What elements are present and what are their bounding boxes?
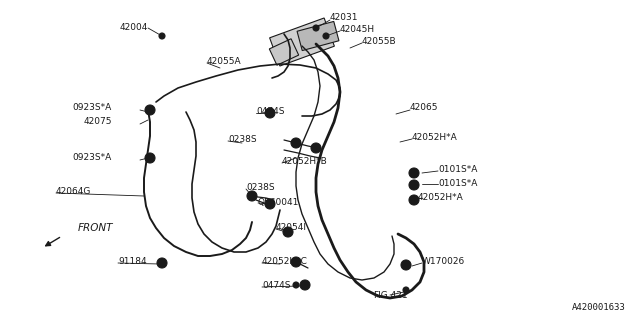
Text: Q560041: Q560041 bbox=[258, 197, 300, 206]
Text: A420001633: A420001633 bbox=[572, 303, 626, 313]
Text: FIG.421: FIG.421 bbox=[372, 292, 407, 300]
Circle shape bbox=[145, 153, 155, 163]
Text: W170026: W170026 bbox=[422, 258, 465, 267]
Text: 0923S*A: 0923S*A bbox=[72, 103, 111, 113]
Text: 0474S: 0474S bbox=[256, 108, 285, 116]
Circle shape bbox=[247, 191, 257, 201]
Text: 42054I: 42054I bbox=[276, 223, 307, 233]
Circle shape bbox=[157, 258, 167, 268]
Circle shape bbox=[323, 33, 329, 39]
Text: 91184: 91184 bbox=[118, 258, 147, 267]
Circle shape bbox=[265, 108, 275, 118]
Bar bbox=[269, 39, 299, 65]
Circle shape bbox=[311, 143, 321, 153]
Bar bbox=[297, 21, 339, 51]
Circle shape bbox=[265, 199, 275, 209]
Circle shape bbox=[403, 287, 409, 293]
Circle shape bbox=[300, 280, 310, 290]
Text: 42052H*B: 42052H*B bbox=[282, 157, 328, 166]
Circle shape bbox=[291, 257, 301, 267]
Circle shape bbox=[409, 168, 419, 178]
Circle shape bbox=[401, 260, 411, 270]
Text: 42045H: 42045H bbox=[340, 26, 375, 35]
Text: 0101S*A: 0101S*A bbox=[438, 179, 477, 188]
Text: 0923S*A: 0923S*A bbox=[72, 154, 111, 163]
Text: 42004: 42004 bbox=[120, 23, 148, 33]
Circle shape bbox=[409, 180, 419, 190]
Circle shape bbox=[293, 282, 299, 288]
Text: 42055B: 42055B bbox=[362, 37, 397, 46]
Circle shape bbox=[145, 105, 155, 115]
Text: FRONT: FRONT bbox=[78, 223, 113, 233]
Text: 42055A: 42055A bbox=[207, 58, 242, 67]
Text: 42052H*A: 42052H*A bbox=[412, 133, 458, 142]
Text: 0101S*A: 0101S*A bbox=[438, 165, 477, 174]
Circle shape bbox=[159, 33, 165, 39]
Bar bbox=[269, 18, 334, 66]
Text: 42031: 42031 bbox=[330, 13, 358, 22]
Circle shape bbox=[409, 195, 419, 205]
Text: 42052H*A: 42052H*A bbox=[418, 194, 464, 203]
Text: 42075: 42075 bbox=[84, 117, 113, 126]
Text: 0238S: 0238S bbox=[246, 183, 275, 193]
Circle shape bbox=[283, 227, 293, 237]
Text: 42065: 42065 bbox=[410, 103, 438, 113]
Text: 42052H*C: 42052H*C bbox=[262, 258, 308, 267]
Text: 0238S: 0238S bbox=[228, 135, 257, 145]
Circle shape bbox=[313, 25, 319, 31]
Text: 42064G: 42064G bbox=[56, 188, 92, 196]
Text: 0474S: 0474S bbox=[262, 282, 291, 291]
Circle shape bbox=[291, 138, 301, 148]
